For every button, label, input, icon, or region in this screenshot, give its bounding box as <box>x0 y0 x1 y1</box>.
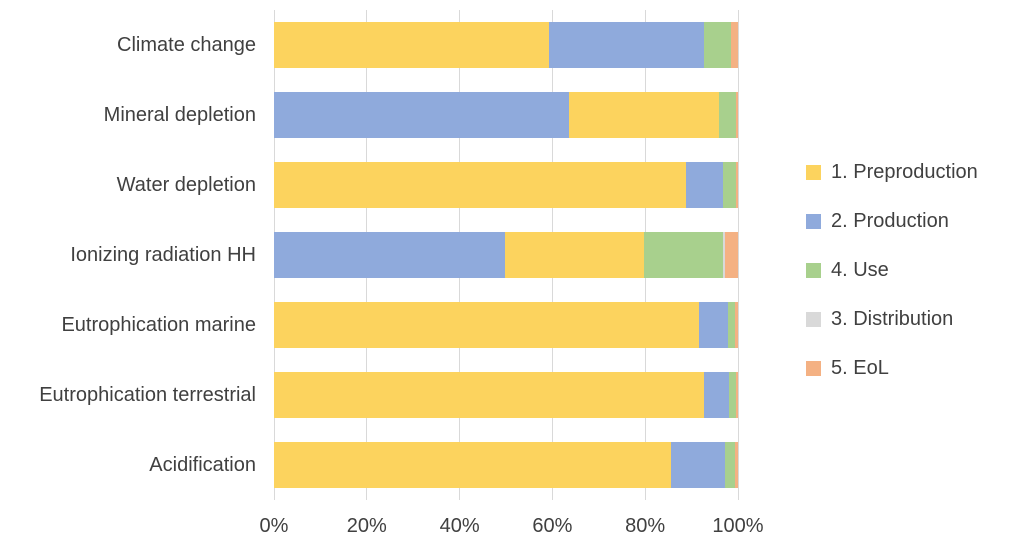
legend-swatch-icon <box>806 263 821 278</box>
bar-segment <box>274 302 700 348</box>
bar-segment <box>274 232 506 278</box>
bar-segment <box>686 162 724 208</box>
x-tick-label: 20% <box>346 515 387 537</box>
bar-segment <box>505 232 645 278</box>
legend-swatch-icon <box>806 214 821 229</box>
bar-segment <box>734 442 738 488</box>
bar-segment <box>723 162 736 208</box>
x-tick-label: 80% <box>625 515 666 537</box>
category-label: Acidification <box>149 454 256 476</box>
legend-item: 2. Production <box>806 197 978 246</box>
bar-segment <box>703 372 729 418</box>
bar-segment <box>644 232 724 278</box>
legend: 1. Preproduction 2. Production 4. Use 3. Di… <box>806 148 978 393</box>
bar-row <box>274 442 738 488</box>
bar-segment <box>718 92 737 138</box>
legend-item: 4. Use <box>806 246 978 295</box>
bar-row <box>274 92 738 138</box>
bar-row <box>274 302 738 348</box>
plot-area <box>273 10 739 500</box>
bar-segment <box>704 22 732 68</box>
bar-segment <box>736 92 738 138</box>
legend-label: 4. Use <box>831 259 889 281</box>
bar-segment <box>735 302 738 348</box>
x-tick-label: 0% <box>259 515 289 537</box>
legend-label: 3. Distribution <box>831 308 954 330</box>
bar-segment <box>724 442 735 488</box>
bar-segment <box>735 162 738 208</box>
bar-segment <box>274 22 550 68</box>
bar-row <box>274 232 738 278</box>
percent-axis: 0% 20% 40% 60% 80% 100% <box>260 515 764 545</box>
legend-item: 3. Distribution <box>806 295 978 344</box>
category-axis: Climate change Mineral depletion Water dep… <box>0 10 256 500</box>
category-label: Water depletion <box>116 174 256 196</box>
bar-row <box>274 372 738 418</box>
bar-row <box>274 162 738 208</box>
category-label: Climate change <box>117 34 256 56</box>
legend-label: 2. Production <box>831 210 949 232</box>
bar-segment <box>569 92 719 138</box>
bar-segment <box>549 22 705 68</box>
bar-row <box>274 22 738 68</box>
category-label: Ionizing radiation HH <box>70 244 256 266</box>
legend-item: 1. Preproduction <box>806 148 978 197</box>
bar-segment <box>274 162 687 208</box>
bar-segment <box>671 442 725 488</box>
gridline <box>737 10 739 500</box>
legend-swatch-icon <box>806 361 821 376</box>
bar-segment <box>699 302 728 348</box>
bar-segment <box>723 232 725 278</box>
bar-segment <box>274 442 672 488</box>
x-tick-label: 60% <box>532 515 573 537</box>
legend-item: 5. EoL <box>806 344 978 393</box>
legend-swatch-icon <box>806 312 821 327</box>
bar-segment <box>274 372 704 418</box>
x-tick-label: 100% <box>712 515 764 537</box>
bar-segment <box>274 92 570 138</box>
category-label: Mineral depletion <box>103 104 256 126</box>
category-label: Eutrophication marine <box>61 314 256 336</box>
bar-segment <box>731 22 738 68</box>
legend-label: 1. Preproduction <box>831 161 978 183</box>
bar-segment <box>736 372 738 418</box>
bar-segment <box>727 302 736 348</box>
x-tick-label: 40% <box>439 515 480 537</box>
bar-segment <box>724 232 738 278</box>
legend-swatch-icon <box>806 165 821 180</box>
legend-label: 5. EoL <box>831 357 889 379</box>
category-label: Eutrophication terrestrial <box>39 384 256 406</box>
bar-segment <box>728 372 737 418</box>
